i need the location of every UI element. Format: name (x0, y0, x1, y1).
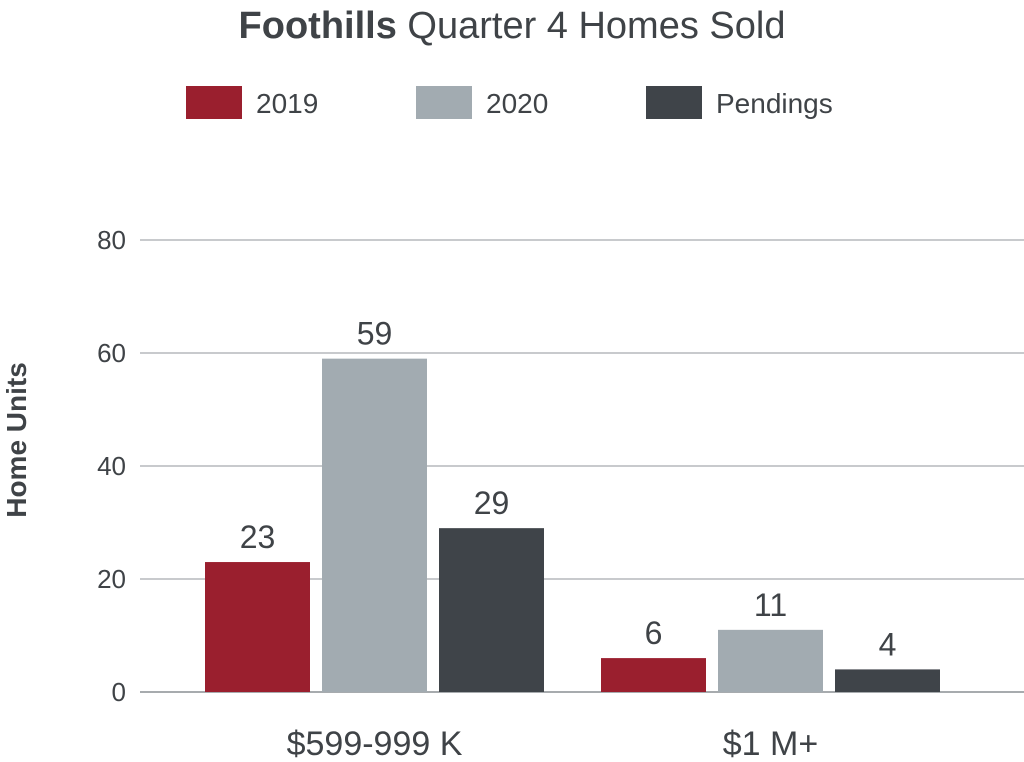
chart-title-rest: Quarter 4 Homes Sold (397, 5, 786, 47)
legend-label-2: Pendings (716, 88, 833, 119)
y-tick-60: 60 (97, 338, 126, 368)
y-tick-40: 40 (97, 451, 126, 481)
bar-0-2 (439, 528, 544, 692)
bar-1-1 (718, 629, 823, 692)
y-tick-20: 20 (97, 564, 126, 594)
y-axis-label: Home Units (1, 362, 32, 518)
bar-1-2 (835, 669, 940, 692)
data-label-0-1: 59 (357, 316, 393, 352)
bar-0-0 (205, 562, 310, 692)
y-tick-0: 0 (112, 677, 126, 707)
chart-title: Foothills Quarter 4 Homes Sold (239, 5, 786, 47)
legend-swatch-0 (186, 86, 242, 119)
y-axis-ticks: 0 20 40 60 80 (97, 225, 126, 707)
bars: 23 59 29 6 11 4 (205, 316, 940, 692)
legend: 2019 2020 Pendings (186, 86, 833, 119)
chart-title-bold: Foothills (239, 5, 397, 47)
legend-swatch-2 (646, 86, 702, 119)
data-label-1-0: 6 (645, 615, 663, 651)
data-label-0-0: 23 (240, 519, 276, 555)
x-tick-1: $1 M+ (723, 725, 818, 762)
data-label-1-2: 4 (879, 626, 897, 662)
y-tick-80: 80 (97, 225, 126, 255)
bar-1-0 (601, 658, 706, 692)
data-label-0-2: 29 (474, 485, 510, 521)
x-axis-labels: $599-999 K $1 M+ (287, 725, 819, 762)
x-tick-0: $599-999 K (287, 725, 463, 762)
legend-label-0: 2019 (256, 88, 318, 119)
legend-label-1: 2020 (486, 88, 548, 119)
legend-swatch-1 (416, 86, 472, 119)
data-label-1-1: 11 (754, 587, 787, 623)
bar-0-1 (322, 358, 427, 692)
